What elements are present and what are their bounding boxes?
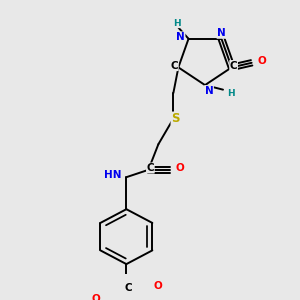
Text: C: C: [230, 61, 237, 70]
Text: H: H: [173, 19, 180, 28]
Text: C: C: [124, 283, 132, 293]
Text: O: O: [154, 281, 163, 291]
Text: O: O: [92, 294, 101, 300]
Text: N: N: [176, 32, 185, 42]
Text: N: N: [217, 28, 226, 38]
Text: N: N: [205, 85, 213, 96]
Text: O: O: [257, 56, 266, 66]
Text: C: C: [171, 61, 178, 70]
Text: C: C: [147, 163, 154, 173]
Text: HN: HN: [103, 170, 121, 180]
Text: H: H: [227, 89, 235, 98]
Text: S: S: [171, 112, 180, 125]
Text: O: O: [176, 163, 185, 173]
